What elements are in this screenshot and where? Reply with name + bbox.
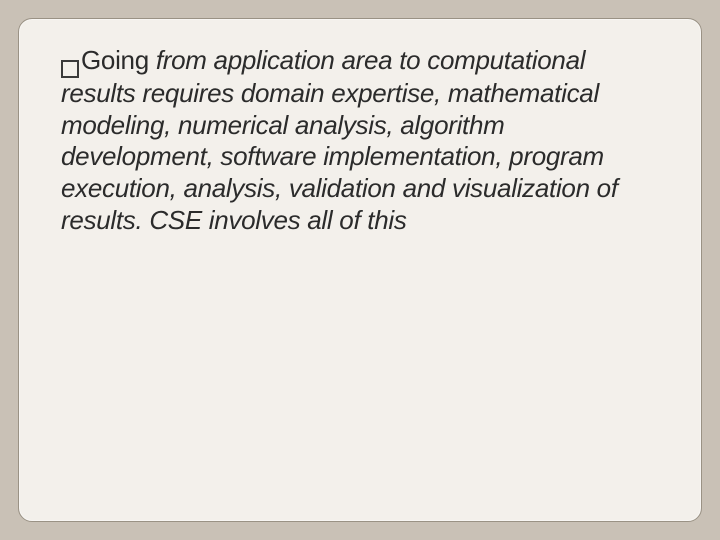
bullet-first-word: Going — [81, 45, 149, 75]
square-bullet-icon — [61, 60, 79, 78]
bullet-text: Going from application area to computati… — [61, 45, 618, 235]
bullet-item: Going from application area to computati… — [61, 45, 651, 237]
slide-panel: Going from application area to computati… — [18, 18, 702, 522]
slide-content: Going from application area to computati… — [61, 45, 651, 237]
